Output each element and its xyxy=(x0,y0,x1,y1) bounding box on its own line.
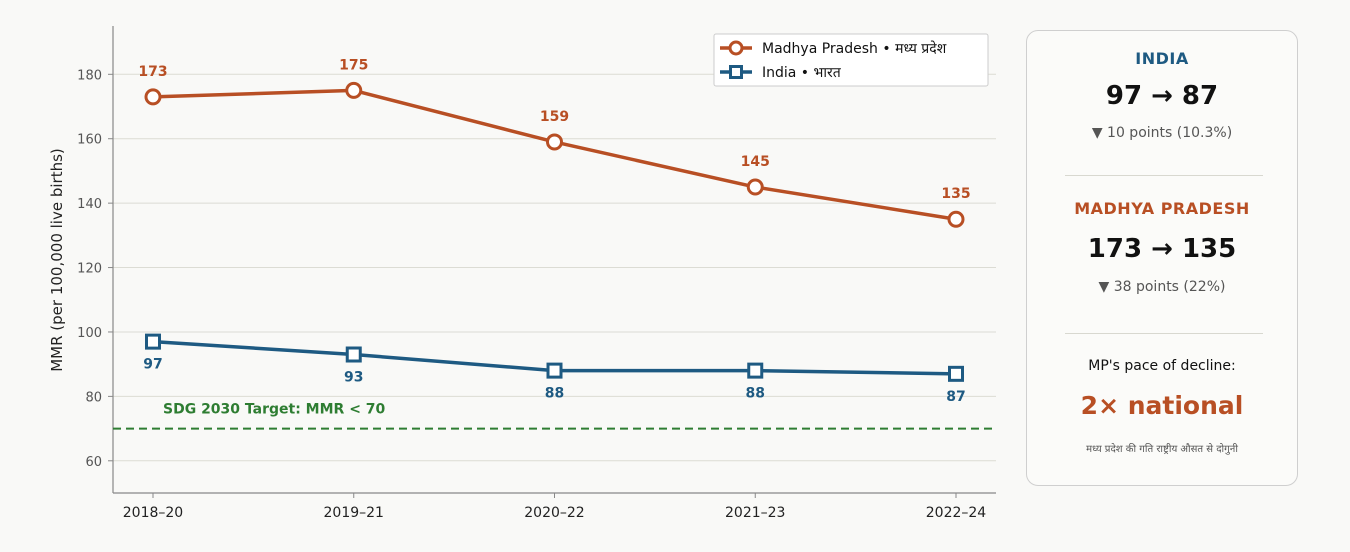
x-tick-label: 2018–20 xyxy=(123,505,183,521)
india-change-value: 97 → 87 xyxy=(1105,81,1219,111)
y-tick-label: 60 xyxy=(85,455,102,470)
mp-data-label: 135 xyxy=(941,186,970,202)
panel-divider xyxy=(1065,333,1263,334)
y-tick-label: 120 xyxy=(77,262,102,277)
summary-panel: INDIA 97 → 87 ▼ 10 points (10.3%) MADHYA… xyxy=(1026,30,1298,486)
sdg-target-label: SDG 2030 Target: MMR < 70 xyxy=(163,402,386,418)
axes: 60 80 100 120 140 160 180 2018–20 2019–21 2020–22… xyxy=(77,26,996,521)
y-tick-label: 160 xyxy=(77,133,102,148)
india-point xyxy=(345,346,362,363)
pace-note: मध्य प्रदेश की गति राष्ट्रीय औसत से दोगु… xyxy=(1086,444,1238,455)
legend: Madhya Pradesh • मध्य प्रदेश India • भारत xyxy=(713,33,989,87)
x-tick-label: 2019–21 xyxy=(324,505,384,521)
mp-change-delta: ▼ 38 points (22%) xyxy=(1098,279,1226,295)
pace-value: 2× national xyxy=(1080,391,1244,420)
x-tick-label: 2021–23 xyxy=(725,505,785,521)
mp-point xyxy=(947,210,965,228)
x-tick-label: 2020–22 xyxy=(524,505,584,521)
india-point xyxy=(747,362,764,379)
data-labels: 173 175 159 145 135 97 93 88 88 87 xyxy=(138,57,970,404)
y-tick-label: 140 xyxy=(77,197,102,212)
india-change-delta: ▼ 10 points (10.3%) xyxy=(1091,125,1233,141)
mp-data-label: 173 xyxy=(138,64,167,80)
legend-entry-label: Madhya Pradesh • मध्य प्रदेश xyxy=(762,40,947,57)
mp-point xyxy=(546,133,563,151)
india-data-label: 87 xyxy=(946,389,965,405)
india-point xyxy=(948,365,964,382)
mp-change-value: 173 → 135 xyxy=(1087,234,1237,264)
india-data-label: 97 xyxy=(143,357,162,373)
india-panel-title: INDIA xyxy=(1135,49,1189,68)
y-tick-label: 80 xyxy=(85,390,102,405)
pace-label: MP's pace of decline: xyxy=(1088,358,1236,374)
india-point xyxy=(546,362,563,379)
line-chart: 60 80 100 120 140 160 180 2018–20 2019–21 2020–22… xyxy=(48,26,996,521)
india-data-label: 93 xyxy=(344,370,363,386)
mp-point xyxy=(144,88,162,106)
mp-data-label: 175 xyxy=(339,57,368,73)
legend-marker xyxy=(729,65,743,79)
y-axis-title: MMR (per 100,000 live births) xyxy=(48,148,66,372)
series-group xyxy=(144,81,965,382)
legend-box xyxy=(713,33,989,87)
y-tick-label: 180 xyxy=(77,68,102,83)
india-data-label: 88 xyxy=(746,386,765,402)
panel-divider xyxy=(1065,175,1263,176)
x-tick-label: 2022–24 xyxy=(926,505,987,521)
legend-marker xyxy=(728,40,744,56)
mp-panel-title: MADHYA PRADESH xyxy=(1074,199,1250,218)
mp-point xyxy=(746,178,764,196)
y-tick-label: 100 xyxy=(77,326,102,341)
reference-line-group: SDG 2030 Target: MMR < 70 xyxy=(113,402,996,430)
india-point xyxy=(145,333,161,350)
mp-point xyxy=(345,81,363,99)
mp-data-label: 145 xyxy=(741,154,770,170)
india-data-label: 88 xyxy=(545,386,564,402)
legend-entry-label: India • भारत xyxy=(762,65,842,81)
mp-data-label: 159 xyxy=(540,109,569,125)
